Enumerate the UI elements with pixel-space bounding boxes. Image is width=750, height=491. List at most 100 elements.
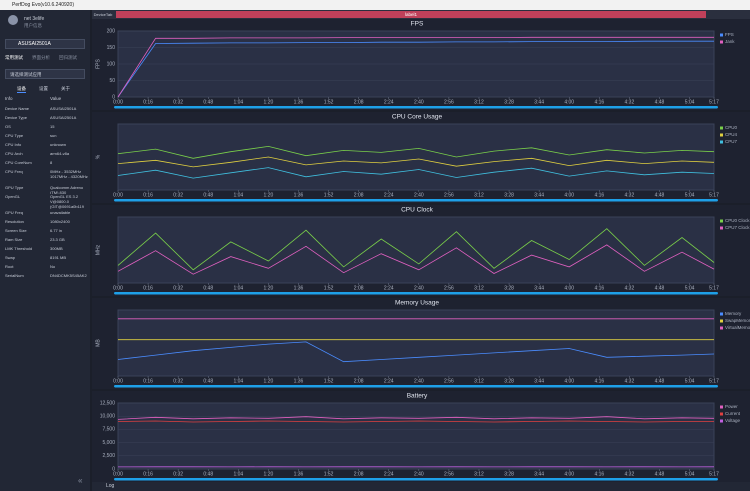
info-label: Resolution <box>5 219 24 224</box>
x-tick-label: 0:32 <box>173 471 183 477</box>
info-label: SerialNum <box>5 273 24 278</box>
info-value: 23.3 GB <box>50 237 65 242</box>
x-tick-label: 3:12 <box>474 471 484 477</box>
x-tick-label: 3:44 <box>534 99 544 105</box>
table-header: Value <box>50 96 62 101</box>
x-tick-label: 0:16 <box>143 285 153 291</box>
x-tick-label: 3:12 <box>474 285 484 291</box>
x-tick-label: 3:12 <box>474 192 484 198</box>
info-value: 15 <box>50 124 55 129</box>
avatar <box>8 15 18 25</box>
x-tick-label: 3:28 <box>504 285 514 291</box>
legend-label: CPU7 <box>725 139 738 144</box>
x-tick-label: 4:32 <box>625 192 635 198</box>
info-label: Device Type <box>5 115 27 120</box>
legend-label: CPU0 Clock <box>725 218 750 223</box>
info-label: CPU CoreNum <box>5 160 32 165</box>
y-axis-label: % <box>95 154 101 159</box>
legend-label: Jank <box>725 39 735 44</box>
info-value: ASUSAI2501A <box>50 115 77 120</box>
series-line <box>117 420 714 423</box>
x-tick-label: 1:36 <box>294 192 304 198</box>
x-tick-label: 4:48 <box>655 285 665 291</box>
app-select[interactable]: 请选择测试应用 <box>5 69 85 79</box>
x-tick-label: 5:04 <box>685 192 695 198</box>
plot-area <box>117 216 715 284</box>
info-value: 300MB <box>50 246 63 251</box>
side-tab[interactable]: 设备 <box>17 86 26 93</box>
info-label: GPU Type <box>5 185 24 190</box>
x-tick-label: 4:16 <box>594 99 604 105</box>
x-tick-label: 1:04 <box>233 99 243 105</box>
legend-swatch <box>720 140 723 144</box>
x-tick-label: 1:04 <box>233 192 243 198</box>
legend-label: Current <box>725 411 741 416</box>
series-line <box>117 145 715 159</box>
x-tick-label: 2:40 <box>414 99 424 105</box>
x-tick-label: 1:04 <box>233 285 243 291</box>
y-axis-label: MHz <box>95 244 101 255</box>
x-tick-label: 1:20 <box>264 99 274 105</box>
series-line <box>117 36 714 98</box>
x-tick-label: 3:28 <box>504 192 514 198</box>
legend-swatch <box>720 33 723 37</box>
series-line <box>117 228 715 271</box>
side-tab[interactable]: 设置 <box>39 86 48 91</box>
x-tick-label: 4:32 <box>625 378 635 384</box>
legend-label: FPS <box>725 32 734 37</box>
mode-button[interactable]: 界面分析 <box>32 55 50 60</box>
side-tab[interactable]: 关于 <box>61 86 70 91</box>
user-info[interactable]: 用户信息 <box>24 23 42 28</box>
series-line <box>117 167 715 179</box>
x-tick-label: 3:44 <box>534 192 544 198</box>
x-tick-label: 4:32 <box>625 285 635 291</box>
x-tick-label: 2:08 <box>354 471 364 477</box>
info-label: Screen Size <box>5 228 27 233</box>
x-tick-label: 1:36 <box>294 99 304 105</box>
x-tick-label: 1:20 <box>264 378 274 384</box>
info-label: OS <box>5 124 11 129</box>
x-tick-label: 2:08 <box>354 192 364 198</box>
x-tick-label: 0:16 <box>143 471 153 477</box>
log-bar[interactable]: Log <box>92 482 750 491</box>
x-tick-label: 0:48 <box>203 192 213 198</box>
x-tick-label: 3:44 <box>534 285 544 291</box>
x-tick-label: 4:32 <box>625 99 635 105</box>
x-tick-label: 1:36 <box>294 471 304 477</box>
info-value: OpenGL ES 3.2 V@0800.0 (GIT@0691a0b119 <box>50 194 85 209</box>
info-label: Root <box>5 264 14 269</box>
charts: FPS FPS 0 50 100 150 200 0:00 0:16 0:32 0:48 1:04 1:… <box>92 19 750 482</box>
collapse-button[interactable]: « <box>78 476 83 485</box>
legend-label: CPU4 <box>725 132 738 137</box>
y-tick-label: 0 <box>112 94 115 100</box>
x-tick-label: 1:20 <box>264 471 274 477</box>
range-slider <box>114 385 718 388</box>
x-tick-label: 3:12 <box>474 99 484 105</box>
x-tick-label: 1:52 <box>324 378 334 384</box>
x-tick-label: 1:04 <box>233 471 243 477</box>
x-tick-label: 4:00 <box>564 378 574 384</box>
mode-button[interactable]: 常用测试 <box>5 55 23 60</box>
x-tick-label: 2:40 <box>414 192 424 198</box>
legend-label: CPU0 <box>725 125 738 130</box>
label-tab[interactable]: label1 <box>116 11 706 18</box>
info-value: No <box>50 264 56 269</box>
x-tick-label: 5:04 <box>685 471 695 477</box>
x-tick-label: 5:04 <box>685 378 695 384</box>
x-tick-label: 2:56 <box>444 471 454 477</box>
x-tick-label: 4:16 <box>594 378 604 384</box>
mode-button[interactable]: 回归测试 <box>59 55 77 60</box>
device-tab[interactable]: DeviceTab <box>93 12 113 17</box>
x-tick-label: 1:36 <box>294 285 304 291</box>
x-tick-label: 1:36 <box>294 378 304 384</box>
x-tick-label: 5:04 <box>685 285 695 291</box>
y-tick-label: 200 <box>107 28 116 34</box>
chart-title: CPU Clock <box>401 207 434 214</box>
legend-label: Power <box>725 404 738 409</box>
device-select[interactable]: ASUSAI2501A <box>5 39 85 49</box>
legend-swatch <box>720 226 723 230</box>
legend-swatch <box>720 326 723 330</box>
x-tick-label: 2:24 <box>384 471 394 477</box>
legend-swatch <box>720 419 723 423</box>
y-tick-label: 7,500 <box>102 427 115 433</box>
